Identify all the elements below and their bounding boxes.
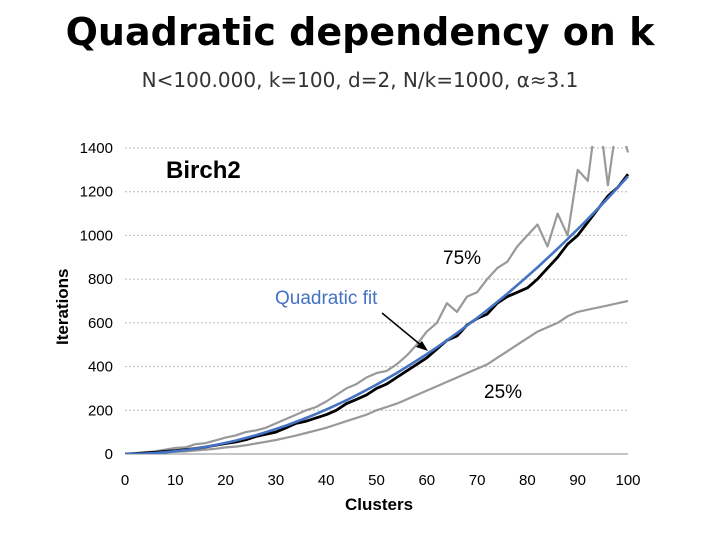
y-tick-600: 600 [88,315,113,332]
x-tick-90: 90 [569,472,586,489]
x-tick-50: 50 [368,472,385,489]
series-quadratic-fit [125,175,629,454]
series-p25 [125,299,629,454]
series-p75 [125,146,630,454]
slide-title: Quadratic dependency on k [65,10,655,54]
series-median [125,173,630,454]
upper-percentile-label: 75% [443,248,481,269]
x-tick-70: 70 [469,472,486,489]
y-tick-200: 200 [88,402,113,419]
x-axis-label: Clusters [345,495,413,514]
x-tick-20: 20 [217,472,234,489]
lower-percentile-label: 25% [484,382,522,403]
series-lines [125,146,630,454]
x-tick-10: 10 [167,472,184,489]
slide-subtitle: N<100.000, k=100, d=2, N/k=1000, α≈3.1 [141,68,579,92]
gridlines [125,147,628,455]
y-tick-1000: 1000 [80,227,113,244]
y-tick-0: 0 [105,446,113,463]
y-tick-400: 400 [88,359,113,376]
y-tick-1200: 1200 [80,184,113,201]
x-tick-0: 0 [121,472,129,489]
x-tick-30: 30 [268,472,285,489]
quadratic-fit-label: Quadratic fit [275,288,378,309]
x-tick-labels: 0 10 20 30 40 50 60 70 80 90 100 [121,472,641,489]
x-tick-80: 80 [519,472,536,489]
x-tick-40: 40 [318,472,335,489]
x-tick-100: 100 [615,472,640,489]
fit-arrow [381,312,428,351]
y-tick-1400: 1400 [80,140,113,157]
y-axis-label: Iterations [53,268,72,345]
y-tick-labels: 0 200 400 600 800 1000 1200 1400 [80,140,113,463]
y-tick-800: 800 [88,271,113,288]
dataset-label: Birch2 [166,157,241,184]
x-tick-60: 60 [418,472,435,489]
